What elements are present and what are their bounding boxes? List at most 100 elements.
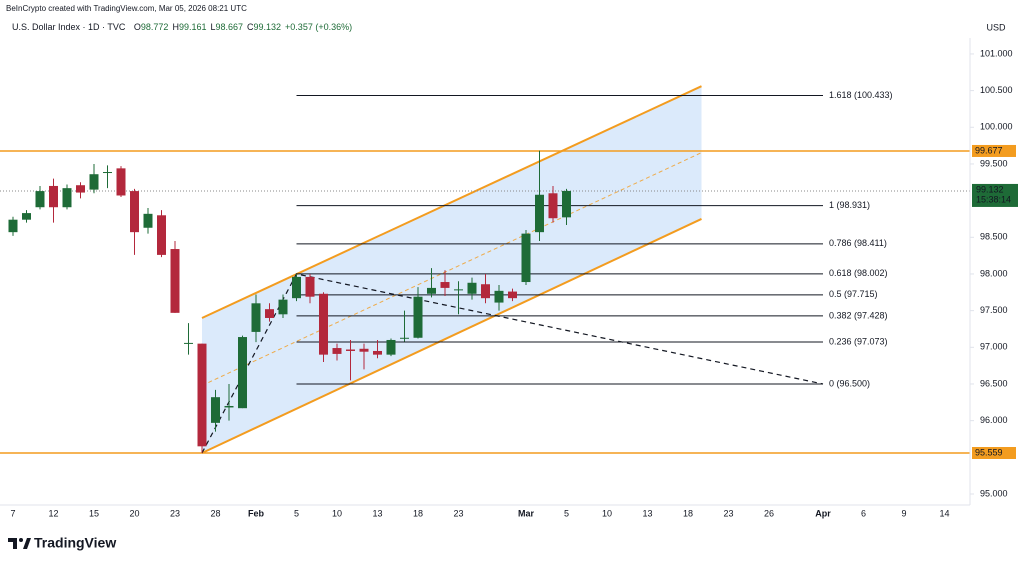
fib-label: 0.5 (97.715) <box>829 289 878 299</box>
x-tick-label: Feb <box>248 508 265 518</box>
fib-label: 0.618 (98.002) <box>829 268 888 278</box>
last-price-box <box>972 183 1018 207</box>
candle-body <box>35 191 45 208</box>
candle-body <box>562 190 571 218</box>
fib-label: 1 (98.931) <box>829 200 870 210</box>
x-tick-label: 13 <box>642 508 652 518</box>
candle-body <box>413 296 423 338</box>
ohlc-key: L <box>210 22 215 32</box>
candle-body <box>548 193 558 219</box>
x-tick-label: Mar <box>518 508 535 518</box>
x-tick-label: 5 <box>294 508 299 518</box>
candle-body <box>521 233 531 283</box>
level-label: 95.559 <box>975 447 1003 457</box>
candle-body <box>508 291 517 299</box>
candle-body <box>332 348 342 354</box>
level-label-box <box>972 144 1016 157</box>
candle-body <box>535 194 544 233</box>
x-tick-label: 9 <box>901 508 906 518</box>
y-tick-label: 97.500 <box>980 305 1008 315</box>
labels-layer: 101.000 100.500 100.000 99.500 98.500 98.000 9… <box>10 48 1018 518</box>
logo-icon <box>8 538 17 549</box>
candle-body <box>319 293 328 355</box>
candle-body <box>170 249 180 313</box>
candle-body <box>427 287 436 294</box>
candle-body <box>238 337 247 409</box>
candle-body <box>265 309 274 318</box>
x-tick-label: Apr <box>815 508 831 518</box>
y-tick-label: 95.000 <box>980 488 1008 498</box>
symbol: U.S. Dollar Index · 1D · TVC <box>12 22 126 32</box>
candle-body <box>386 339 396 355</box>
symbol-header: U.S. Dollar Index · 1D · TVC O98.772 H99.… <box>12 22 352 32</box>
ohlc-value: 99.161 <box>179 22 207 32</box>
candle-body <box>103 172 112 174</box>
candle-body <box>116 168 126 196</box>
candle-body <box>305 276 315 297</box>
x-tick-label: 12 <box>48 508 58 518</box>
candle-body <box>467 282 477 294</box>
x-tick-label: 6 <box>861 508 866 518</box>
x-tick-label: 28 <box>210 508 220 518</box>
x-tick-label: 23 <box>723 508 733 518</box>
watermark: BeInCrypto created with TradingView.com,… <box>6 4 247 13</box>
x-tick-label: 7 <box>10 508 15 518</box>
candle-body <box>440 282 450 288</box>
channel-middle <box>201 152 702 386</box>
logo-icon <box>23 538 31 549</box>
fib-label: 1.618 (100.433) <box>829 90 893 100</box>
x-tick-label: 5 <box>564 508 569 518</box>
channel-fill <box>202 86 702 453</box>
candle-body <box>494 290 504 303</box>
fib-label: 0.382 (97.428) <box>829 310 888 320</box>
x-tick-label: 23 <box>453 508 463 518</box>
candle-body <box>157 215 166 255</box>
last-price-label: 99.132 <box>976 184 1004 194</box>
candle-body <box>359 348 369 352</box>
candle-body <box>454 289 463 291</box>
level-label-box <box>972 446 1016 459</box>
candle-body <box>278 299 288 315</box>
candle-body <box>130 191 139 233</box>
change: +0.357 (+0.36%) <box>285 22 352 32</box>
x-tick-label: 20 <box>129 508 139 518</box>
ohlc-key: O <box>134 22 141 32</box>
candle-body <box>346 349 355 351</box>
candle-body <box>292 276 301 299</box>
y-tick-label: 96.000 <box>980 415 1008 425</box>
candle-body <box>184 342 193 344</box>
candle-body <box>76 185 85 193</box>
logo-text: TradingView <box>34 535 116 551</box>
countdown: 15:38:14 <box>976 194 1011 204</box>
candle-body <box>143 213 153 228</box>
candle-body <box>224 405 234 408</box>
x-tick-label: 14 <box>939 508 949 518</box>
x-tick-label: 10 <box>332 508 342 518</box>
candle-body <box>400 337 409 339</box>
level-label: 99.677 <box>975 145 1003 155</box>
y-tick-label: 96.500 <box>980 378 1008 388</box>
y-tick-label: 98.500 <box>980 232 1008 242</box>
candle-body <box>22 213 31 220</box>
y-tick-label: 100.000 <box>980 122 1013 132</box>
candle-body <box>481 284 490 299</box>
logo-icon <box>19 538 23 542</box>
ohlc-key: H <box>172 22 179 32</box>
drawings-layer <box>0 85 970 454</box>
x-tick-label: 23 <box>170 508 180 518</box>
candle-body <box>251 303 261 332</box>
channel-upper <box>201 85 702 319</box>
y-tick-label: 97.000 <box>980 342 1008 352</box>
y-tick-label: 100.500 <box>980 85 1013 95</box>
ohlc-value: 99.132 <box>254 22 282 32</box>
x-tick-label: 18 <box>683 508 693 518</box>
ohlc-value: 98.772 <box>141 22 169 32</box>
fib-label: 0.236 (97.073) <box>829 336 888 346</box>
currency: USD <box>986 22 1006 32</box>
x-tick-label: 13 <box>372 508 382 518</box>
candle-body <box>197 343 207 447</box>
x-tick-label: 26 <box>764 508 774 518</box>
candle-body <box>373 350 382 355</box>
fib-label: 0 (96.500) <box>829 378 870 388</box>
